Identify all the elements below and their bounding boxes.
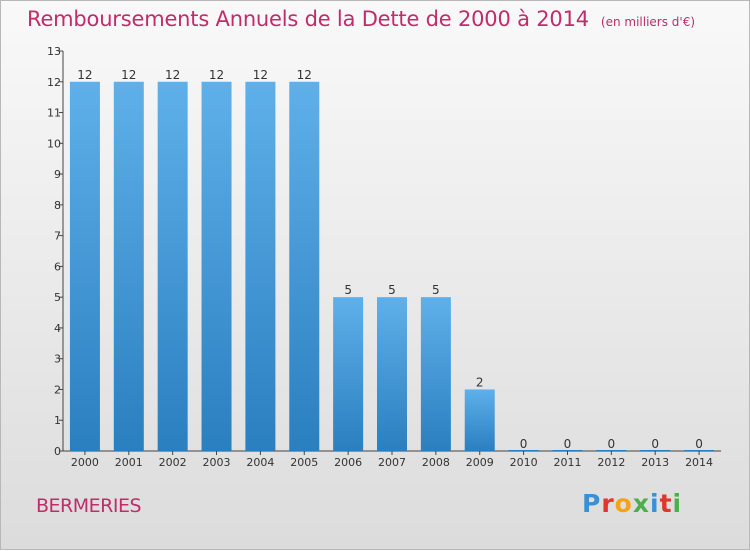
bar (420, 297, 451, 451)
logo-letter: i (650, 489, 660, 518)
bar (113, 81, 144, 452)
bar (289, 81, 320, 452)
x-tick-label: 2001 (115, 456, 143, 469)
y-tick-label: 9 (54, 168, 61, 181)
bar (552, 450, 583, 451)
logo-letter: P (582, 489, 602, 518)
y-tick-label: 8 (54, 199, 61, 212)
bar (508, 450, 539, 451)
x-tick-label: 2013 (641, 456, 669, 469)
data-label: 5 (388, 283, 396, 297)
data-label: 0 (651, 437, 659, 451)
y-tick-label: 12 (47, 76, 61, 89)
x-tick-label: 2008 (422, 456, 450, 469)
chart-title: Remboursements Annuels de la Dette de 20… (27, 7, 695, 31)
logo-letter: t (659, 489, 673, 518)
logo-letter: o (614, 489, 633, 518)
bar (377, 297, 407, 451)
commune-name: BERMERIES (36, 495, 142, 517)
data-label: 5 (344, 283, 352, 297)
bar (640, 450, 671, 451)
y-tick-label: 0 (54, 445, 61, 458)
data-label: 12 (165, 68, 180, 82)
data-label: 12 (121, 68, 136, 82)
proxiti-logo[interactable]: Proxiti (582, 489, 682, 518)
x-tick-label: 2011 (553, 456, 581, 469)
y-tick-label: 11 (47, 107, 61, 120)
y-tick-label: 13 (47, 45, 61, 58)
data-label: 0 (564, 437, 572, 451)
x-tick-label: 2007 (378, 456, 406, 469)
x-tick-label: 2005 (290, 456, 318, 469)
data-label: 0 (695, 437, 703, 451)
logo-letter: r (601, 489, 615, 518)
x-tick-label: 2012 (597, 456, 625, 469)
x-tick-label: 2009 (466, 456, 494, 469)
y-tick-label: 2 (54, 383, 61, 396)
data-label: 2 (476, 375, 484, 389)
y-tick-label: 3 (54, 353, 61, 366)
y-tick-label: 1 (54, 414, 61, 427)
y-tick-label: 10 (47, 137, 61, 150)
bar (684, 450, 715, 451)
logo-letter: i (672, 489, 683, 518)
y-tick-label: 4 (54, 322, 61, 335)
y-tick-label: 7 (54, 230, 61, 243)
y-tick-label: 5 (54, 291, 61, 304)
x-tick-label: 2003 (203, 456, 231, 469)
bar (596, 450, 627, 451)
bar (157, 81, 188, 452)
x-tick-label: 2010 (510, 456, 538, 469)
bar (245, 81, 276, 452)
data-label: 12 (209, 68, 224, 82)
x-tick-label: 2004 (246, 456, 274, 469)
data-label: 12 (253, 68, 268, 82)
x-tick-label: 2014 (685, 456, 713, 469)
y-tick-label: 6 (54, 260, 61, 273)
bar (69, 81, 100, 452)
chart-unit: (en milliers d'€) (600, 15, 696, 29)
x-tick-label: 2006 (334, 456, 362, 469)
x-tick-label: 2002 (159, 456, 187, 469)
data-label: 12 (77, 68, 92, 82)
bar (464, 389, 495, 451)
data-label: 5 (432, 283, 440, 297)
bar (333, 297, 364, 451)
x-tick-label: 2000 (71, 456, 99, 469)
data-label: 0 (608, 437, 616, 451)
bar (201, 81, 232, 452)
chart-title-text: Remboursements Annuels de la Dette de 20… (27, 7, 589, 31)
logo-letter: x (632, 489, 650, 518)
data-label: 12 (297, 68, 312, 82)
data-label: 0 (520, 437, 528, 451)
